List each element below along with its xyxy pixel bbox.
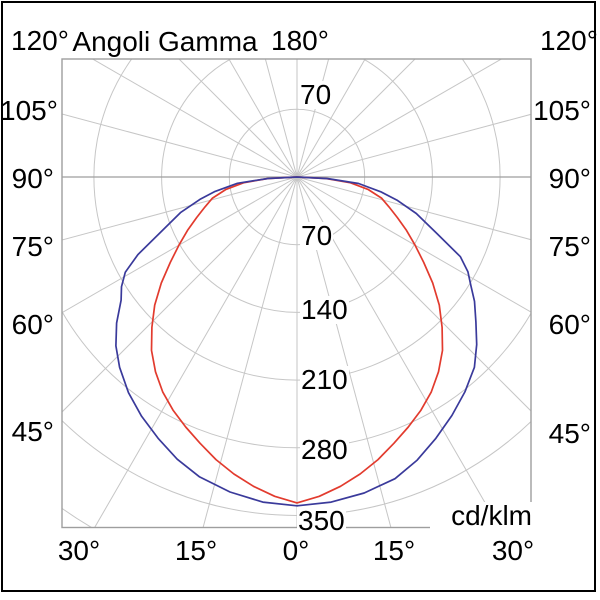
grid-radial-345 — [202, 176, 298, 528]
grid-radial-285 — [62, 176, 298, 241]
grid-radial-255 — [62, 113, 298, 178]
ring-value-label-350: 350 — [297, 505, 346, 536]
grid-radial-75 — [296, 176, 531, 241]
red-plane-curve — [150, 176, 444, 504]
gamma-label-right-105: 105° — [533, 95, 591, 126]
gamma-label-left-105: 105° — [0, 95, 58, 126]
grid-radial-60 — [296, 176, 531, 313]
grid-radial-315 — [62, 176, 298, 413]
grid-radial-225 — [178, 59, 298, 178]
grid-radial-240 — [91, 59, 298, 178]
gamma-label-top-right-120: 120° — [540, 25, 598, 56]
gamma-label-bottom-left-30: 30° — [57, 535, 101, 566]
grid-radial-30 — [296, 176, 500, 528]
chart-title: Angoli Gamma — [72, 26, 258, 57]
ring-value-label-140: 140 — [300, 294, 349, 325]
grid-radial-195 — [264, 59, 298, 178]
ring-value-label-210: 210 — [300, 364, 349, 395]
gamma-label-left-75: 75° — [11, 231, 54, 262]
gamma-label-bottom-right-15: 15° — [372, 535, 416, 566]
plot-frame — [61, 58, 532, 529]
gamma-label-right-45: 45° — [548, 418, 591, 449]
grid-radial-330 — [94, 176, 298, 528]
ring-value-label-70-top: 70 — [299, 79, 333, 110]
ring-value-label-280: 280 — [300, 434, 349, 465]
gamma-label-right-90: 90° — [548, 163, 591, 194]
grid-radial-210 — [228, 59, 298, 178]
blue-plane-curve — [115, 176, 478, 507]
grid-radial-15 — [296, 176, 392, 528]
grid-radial-135 — [296, 59, 416, 178]
gamma-label-bottom-right-30: 30° — [491, 535, 535, 566]
gamma-label-left-60: 60° — [11, 309, 54, 340]
grid-radial-165 — [296, 59, 330, 178]
gamma-label-right-60: 60° — [548, 309, 591, 340]
gamma-label-top-180: 180° — [271, 25, 329, 56]
gamma-label-top-left-120: 120° — [11, 25, 69, 56]
grid-radial-45 — [296, 176, 531, 412]
gamma-label-bottom-left-15: 15° — [174, 535, 218, 566]
gamma-label-bottom-0: 0° — [282, 535, 310, 566]
grid-radial-300 — [62, 176, 298, 314]
ring-value-label-70-bottom: 70 — [300, 220, 334, 251]
unit-label: cd/klm — [430, 502, 534, 530]
gamma-label-left-90: 90° — [11, 163, 54, 194]
gamma-label-left-45: 45° — [11, 416, 54, 447]
grid-radial-150 — [296, 59, 366, 178]
gamma-label-right-75: 75° — [548, 231, 591, 262]
grid-radial-120 — [296, 59, 503, 178]
grid-radial-105 — [296, 113, 531, 178]
